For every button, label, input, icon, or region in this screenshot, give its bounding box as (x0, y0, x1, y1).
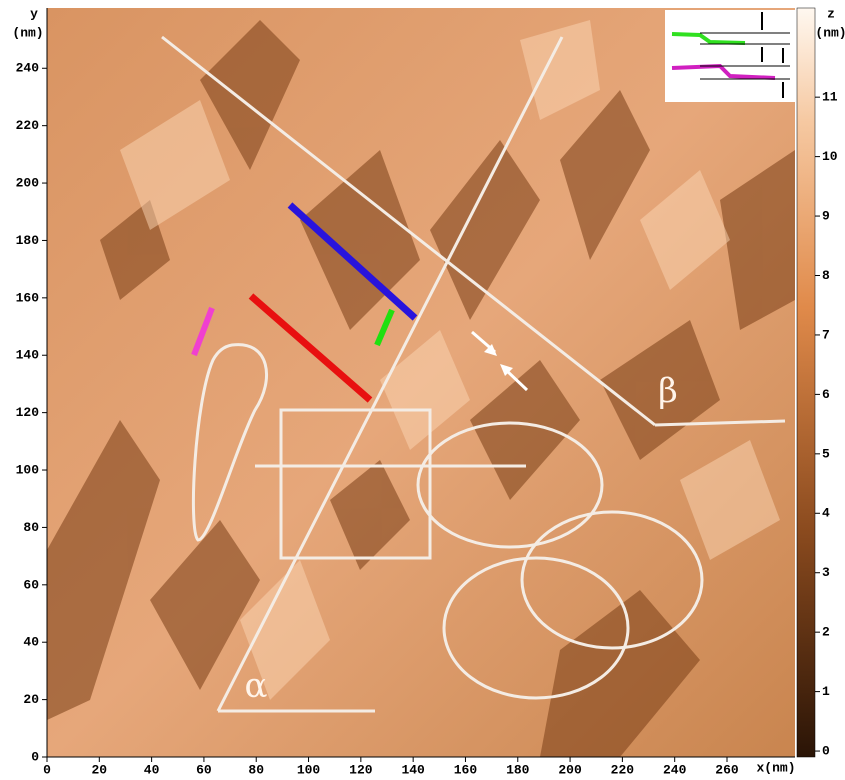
x-tick-label: 140 (401, 762, 425, 777)
x-tick-label: 220 (611, 762, 635, 777)
z-tick-label: 1 (822, 684, 830, 699)
y-tick-label: 240 (16, 61, 40, 76)
x-axis-label: x(nm) (756, 760, 795, 775)
y-tick-label: 180 (16, 233, 40, 248)
z-tick-label: 6 (822, 387, 830, 402)
y-tick-label: 40 (23, 635, 39, 650)
y-tick-label: 60 (23, 577, 39, 592)
x-tick-label: 260 (715, 762, 739, 777)
inset (665, 10, 795, 102)
x-tick-label: 200 (558, 762, 582, 777)
annotation: β (658, 371, 678, 411)
z-tick-label: 11 (822, 90, 838, 105)
y-tick-label: 160 (16, 290, 40, 305)
y-tick-label: 0 (31, 749, 39, 764)
y-tick-label: 20 (23, 692, 39, 707)
y-tick-label: 120 (16, 405, 40, 420)
x-tick-label: 0 (43, 762, 51, 777)
z-tick-label: 3 (822, 565, 830, 580)
annotation: α (245, 666, 268, 706)
x-tick-label: 240 (663, 762, 687, 777)
z-tick-label: 5 (822, 446, 830, 461)
afm-image (47, 8, 795, 757)
x-tick-label: 180 (506, 762, 530, 777)
y-tick-label: 80 (23, 520, 39, 535)
z-tick-label: 10 (822, 149, 838, 164)
y-tick-label: 100 (16, 462, 40, 477)
y-axis-label: y (30, 6, 38, 21)
x-tick-label: 80 (248, 762, 264, 777)
z-axis-unit: (nm) (815, 25, 845, 40)
y-tick-label: 220 (16, 118, 40, 133)
z-axis-label: z (827, 6, 835, 21)
x-tick-label: 100 (297, 762, 321, 777)
x-tick-label: 160 (454, 762, 478, 777)
z-tick-label: 9 (822, 208, 830, 223)
colorbar (797, 8, 815, 757)
afm-figure: β α y (nm) z (nm) x(nm) 0204060801001201… (0, 0, 845, 780)
x-tick-label: 120 (349, 762, 373, 777)
x-tick-label: 60 (196, 762, 212, 777)
y-tick-label: 200 (16, 175, 40, 190)
z-tick-label: 0 (822, 743, 830, 758)
z-tick-label: 2 (822, 625, 830, 640)
x-tick-label: 40 (144, 762, 160, 777)
y-tick-label: 140 (16, 348, 40, 363)
z-tick-label: 4 (822, 506, 830, 521)
z-tick-label: 7 (822, 327, 830, 342)
y-axis-unit: (nm) (12, 25, 43, 40)
x-tick-label: 20 (92, 762, 108, 777)
z-tick-label: 8 (822, 268, 830, 283)
